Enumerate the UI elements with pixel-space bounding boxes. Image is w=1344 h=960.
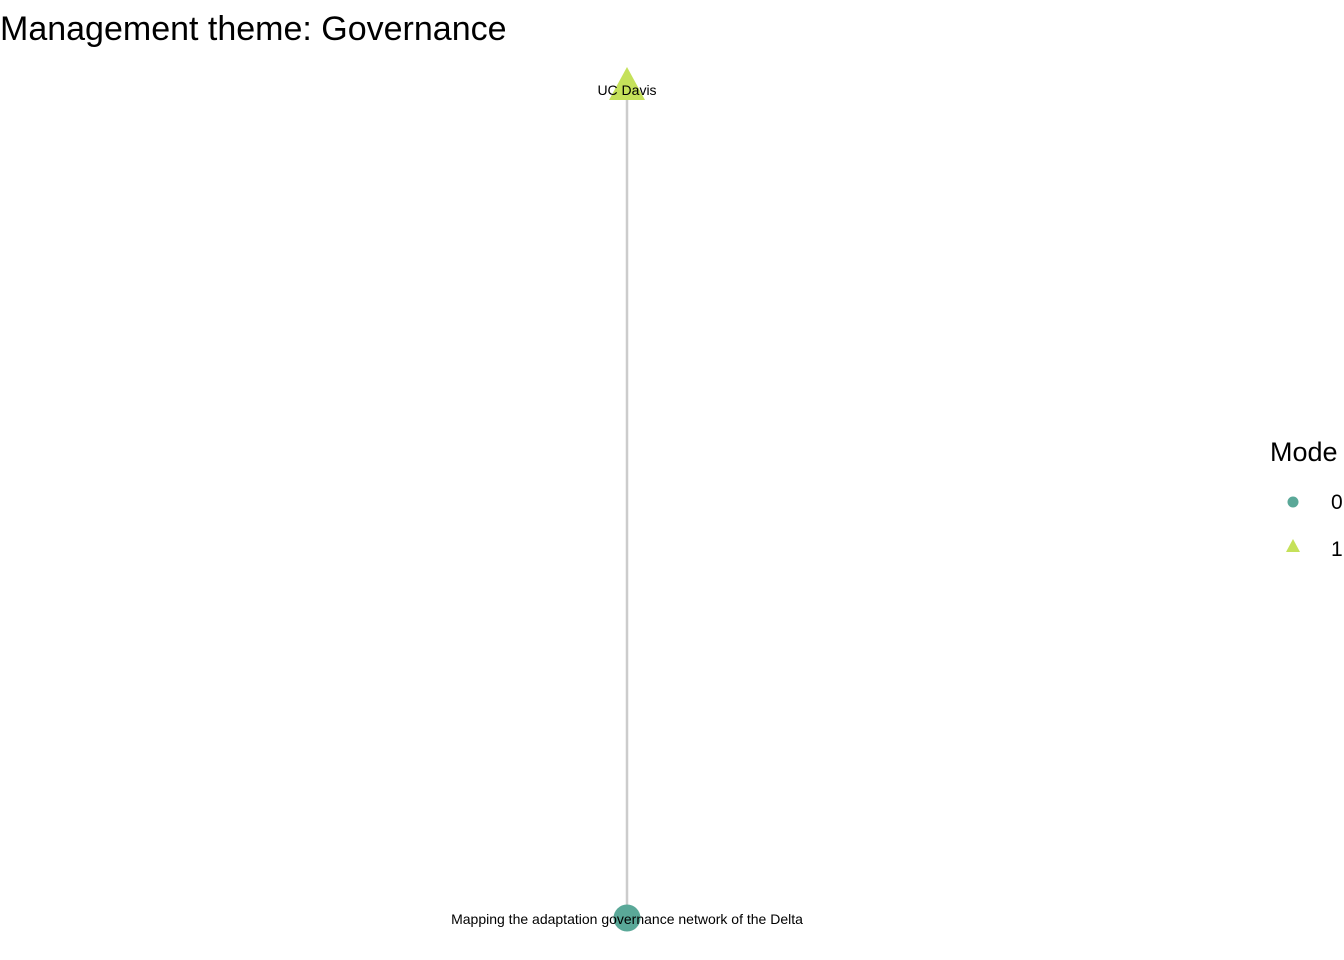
node-ucdavis-triangle-icon: [609, 67, 645, 100]
page-title: Management theme: Governance: [0, 10, 507, 48]
node-label-ucdavis: UC Davis: [597, 82, 656, 98]
legend-item-1-label: 1: [1331, 538, 1343, 561]
legend-item-0-label: 0: [1331, 491, 1343, 514]
legend-circle-icon: [1287, 496, 1299, 508]
node-label-project: Mapping the adaptation governance networ…: [451, 911, 803, 927]
node-project-circle-icon: [613, 904, 641, 932]
legend-title: Mode: [1270, 437, 1338, 467]
legend-triangle-icon: [1286, 539, 1300, 552]
legend: Mode 0 1: [1270, 437, 1343, 561]
